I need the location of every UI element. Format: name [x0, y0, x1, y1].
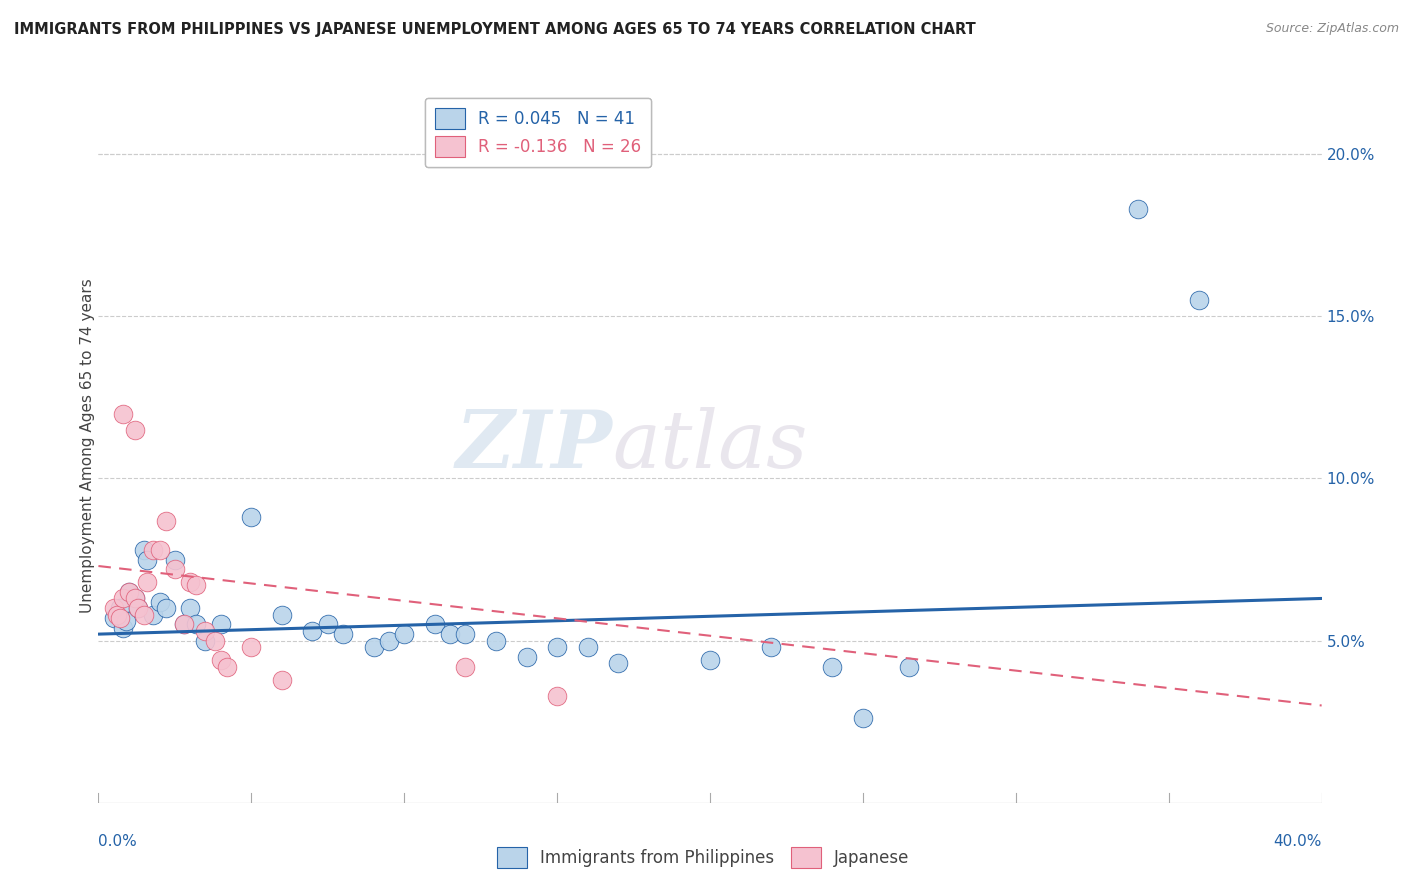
Text: 40.0%: 40.0%	[1274, 834, 1322, 849]
Point	[392, 627, 416, 641]
Point	[423, 617, 446, 632]
Point	[363, 640, 385, 654]
Point	[301, 624, 323, 638]
Point	[897, 659, 920, 673]
Point	[111, 591, 134, 606]
Point	[240, 510, 263, 524]
Point	[332, 627, 354, 641]
Point	[103, 601, 125, 615]
Text: Source: ZipAtlas.com: Source: ZipAtlas.com	[1265, 22, 1399, 36]
Point	[173, 617, 195, 632]
Point	[173, 617, 195, 632]
Point	[134, 542, 156, 557]
Point	[316, 617, 339, 632]
Point	[699, 653, 721, 667]
Point	[124, 423, 146, 437]
Point	[142, 607, 165, 622]
Point	[186, 578, 208, 592]
Point	[149, 595, 172, 609]
Text: ZIP: ZIP	[456, 408, 612, 484]
Point	[127, 601, 149, 615]
Y-axis label: Unemployment Among Ages 65 to 74 years: Unemployment Among Ages 65 to 74 years	[80, 278, 94, 614]
Point	[115, 614, 138, 628]
Text: atlas: atlas	[612, 408, 807, 484]
Point	[163, 562, 186, 576]
Text: IMMIGRANTS FROM PHILIPPINES VS JAPANESE UNEMPLOYMENT AMONG AGES 65 TO 74 YEARS C: IMMIGRANTS FROM PHILIPPINES VS JAPANESE …	[14, 22, 976, 37]
Point	[111, 407, 134, 421]
Point	[194, 624, 217, 638]
Legend: R = 0.045   N = 41, R = -0.136   N = 26: R = 0.045 N = 41, R = -0.136 N = 26	[425, 97, 651, 167]
Point	[821, 659, 844, 673]
Point	[454, 659, 477, 673]
Point	[105, 607, 128, 622]
Point	[485, 633, 508, 648]
Point	[111, 621, 134, 635]
Point	[179, 575, 201, 590]
Point	[1188, 293, 1211, 307]
Point	[186, 617, 208, 632]
Text: 0.0%: 0.0%	[98, 834, 138, 849]
Point	[179, 601, 201, 615]
Point	[439, 627, 461, 641]
Point	[270, 607, 292, 622]
Point	[103, 611, 125, 625]
Point	[215, 659, 238, 673]
Point	[546, 689, 568, 703]
Point	[516, 649, 538, 664]
Point	[607, 657, 630, 671]
Point	[124, 591, 146, 606]
Point	[155, 601, 177, 615]
Point	[134, 607, 156, 622]
Point	[155, 514, 177, 528]
Point	[124, 591, 146, 606]
Legend: Immigrants from Philippines, Japanese: Immigrants from Philippines, Japanese	[489, 840, 917, 875]
Point	[209, 653, 232, 667]
Point	[136, 552, 159, 566]
Point	[1128, 202, 1150, 217]
Point	[118, 585, 141, 599]
Point	[270, 673, 292, 687]
Point	[240, 640, 263, 654]
Point	[209, 617, 232, 632]
Point	[576, 640, 599, 654]
Point	[136, 575, 159, 590]
Point	[108, 611, 131, 625]
Point	[142, 542, 165, 557]
Point	[163, 552, 186, 566]
Point	[127, 601, 149, 615]
Point	[454, 627, 477, 641]
Point	[118, 585, 141, 599]
Point	[194, 633, 217, 648]
Point	[759, 640, 782, 654]
Point	[852, 711, 875, 725]
Point	[378, 633, 401, 648]
Point	[546, 640, 568, 654]
Point	[108, 601, 131, 615]
Point	[149, 542, 172, 557]
Point	[204, 633, 226, 648]
